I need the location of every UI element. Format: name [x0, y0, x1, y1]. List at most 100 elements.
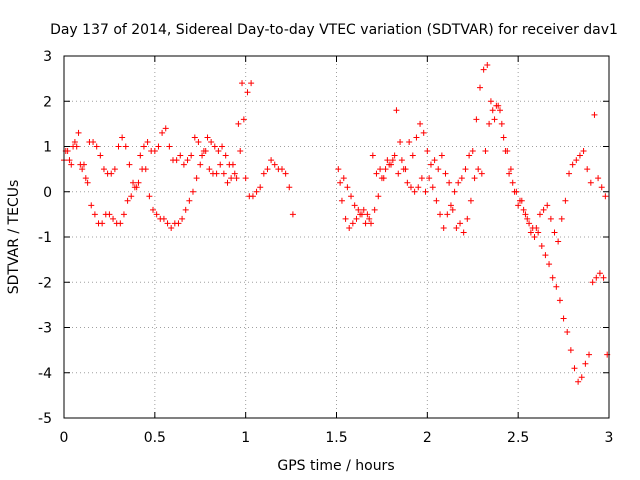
data-point — [553, 283, 560, 290]
data-point — [538, 243, 545, 250]
data-point — [515, 202, 522, 209]
data-point — [388, 161, 394, 168]
x-tick-label: 0.5 — [144, 430, 166, 446]
data-point — [460, 229, 467, 236]
x-tick-label: 3 — [605, 430, 614, 446]
data-point — [373, 170, 380, 177]
data-point — [175, 220, 182, 227]
data-point — [80, 161, 87, 168]
data-point — [108, 170, 115, 177]
data-point — [155, 143, 162, 150]
data-point — [498, 120, 505, 127]
data-point — [586, 351, 593, 358]
data-point — [457, 220, 464, 227]
data-point — [253, 188, 260, 195]
data-point — [344, 184, 351, 191]
data-point — [511, 188, 518, 195]
x-tick-label: 1.5 — [325, 430, 347, 446]
data-point — [531, 234, 538, 240]
data-point — [146, 193, 153, 200]
axis-ticks: 0 0.5 1 1.5 2 2.5 3 -5 -4 -3 -2 -1 0 1 2 3 — [38, 49, 613, 446]
y-tick-label: 1 — [43, 140, 52, 156]
data-point — [526, 220, 533, 227]
data-point — [407, 184, 414, 191]
data-point — [582, 360, 589, 367]
data-point — [180, 161, 187, 168]
data-point — [182, 206, 189, 213]
data-point — [248, 80, 255, 87]
data-point — [237, 148, 244, 155]
data-point — [184, 157, 191, 164]
data-point — [377, 166, 384, 173]
data-point — [382, 166, 389, 173]
data-point — [124, 197, 131, 204]
data-point — [166, 143, 173, 150]
data-point — [595, 175, 602, 182]
data-point — [569, 161, 576, 168]
data-point — [355, 206, 362, 213]
data-point — [540, 206, 547, 213]
data-point — [244, 89, 251, 96]
data-point — [213, 170, 220, 177]
data-point — [596, 270, 603, 277]
data-point — [536, 211, 543, 218]
data-point — [110, 215, 117, 222]
data-point — [497, 107, 503, 114]
data-point — [144, 138, 151, 145]
data-point — [160, 215, 167, 222]
data-point — [598, 184, 605, 191]
data-point — [66, 157, 73, 164]
data-point — [268, 157, 275, 164]
data-point — [117, 220, 124, 227]
data-point — [195, 138, 202, 145]
data-point — [120, 211, 127, 218]
data-point — [159, 129, 166, 136]
data-point — [115, 143, 122, 150]
data-point — [233, 175, 240, 182]
data-point — [68, 161, 75, 168]
data-point — [204, 134, 211, 141]
data-point — [473, 116, 480, 123]
data-point — [451, 188, 458, 195]
data-point — [480, 66, 487, 73]
data-point — [389, 157, 396, 164]
data-point — [413, 134, 420, 141]
data-point — [520, 206, 527, 213]
data-point — [427, 161, 434, 168]
data-point — [242, 175, 249, 182]
data-point — [533, 224, 540, 231]
data-point — [162, 125, 169, 132]
data-point — [380, 175, 387, 182]
data-point — [366, 215, 373, 222]
x-tick-label: 1 — [241, 430, 250, 446]
data-point — [224, 179, 231, 186]
data-point — [411, 188, 418, 195]
data-point — [338, 197, 345, 204]
data-point — [562, 197, 569, 204]
data-point — [151, 148, 158, 155]
data-point — [289, 211, 296, 218]
data-point — [137, 152, 144, 159]
data-point — [73, 143, 80, 150]
data-point — [342, 215, 349, 222]
data-point — [346, 224, 353, 231]
data-point — [415, 184, 422, 191]
data-point — [260, 170, 267, 177]
data-point — [395, 170, 402, 177]
y-tick-label: -5 — [38, 411, 52, 427]
data-point — [584, 166, 591, 173]
data-point — [219, 143, 226, 150]
data-point — [222, 152, 229, 159]
data-point — [215, 148, 222, 155]
data-point — [84, 179, 91, 186]
data-point — [229, 161, 236, 168]
data-point — [422, 188, 429, 195]
x-tick-label: 2 — [423, 430, 432, 446]
data-point — [464, 215, 471, 222]
y-tick-label: -1 — [38, 230, 52, 246]
data-point — [555, 238, 562, 245]
data-point — [99, 220, 106, 227]
data-point — [546, 261, 553, 268]
data-point — [340, 175, 347, 182]
data-point — [542, 252, 549, 259]
